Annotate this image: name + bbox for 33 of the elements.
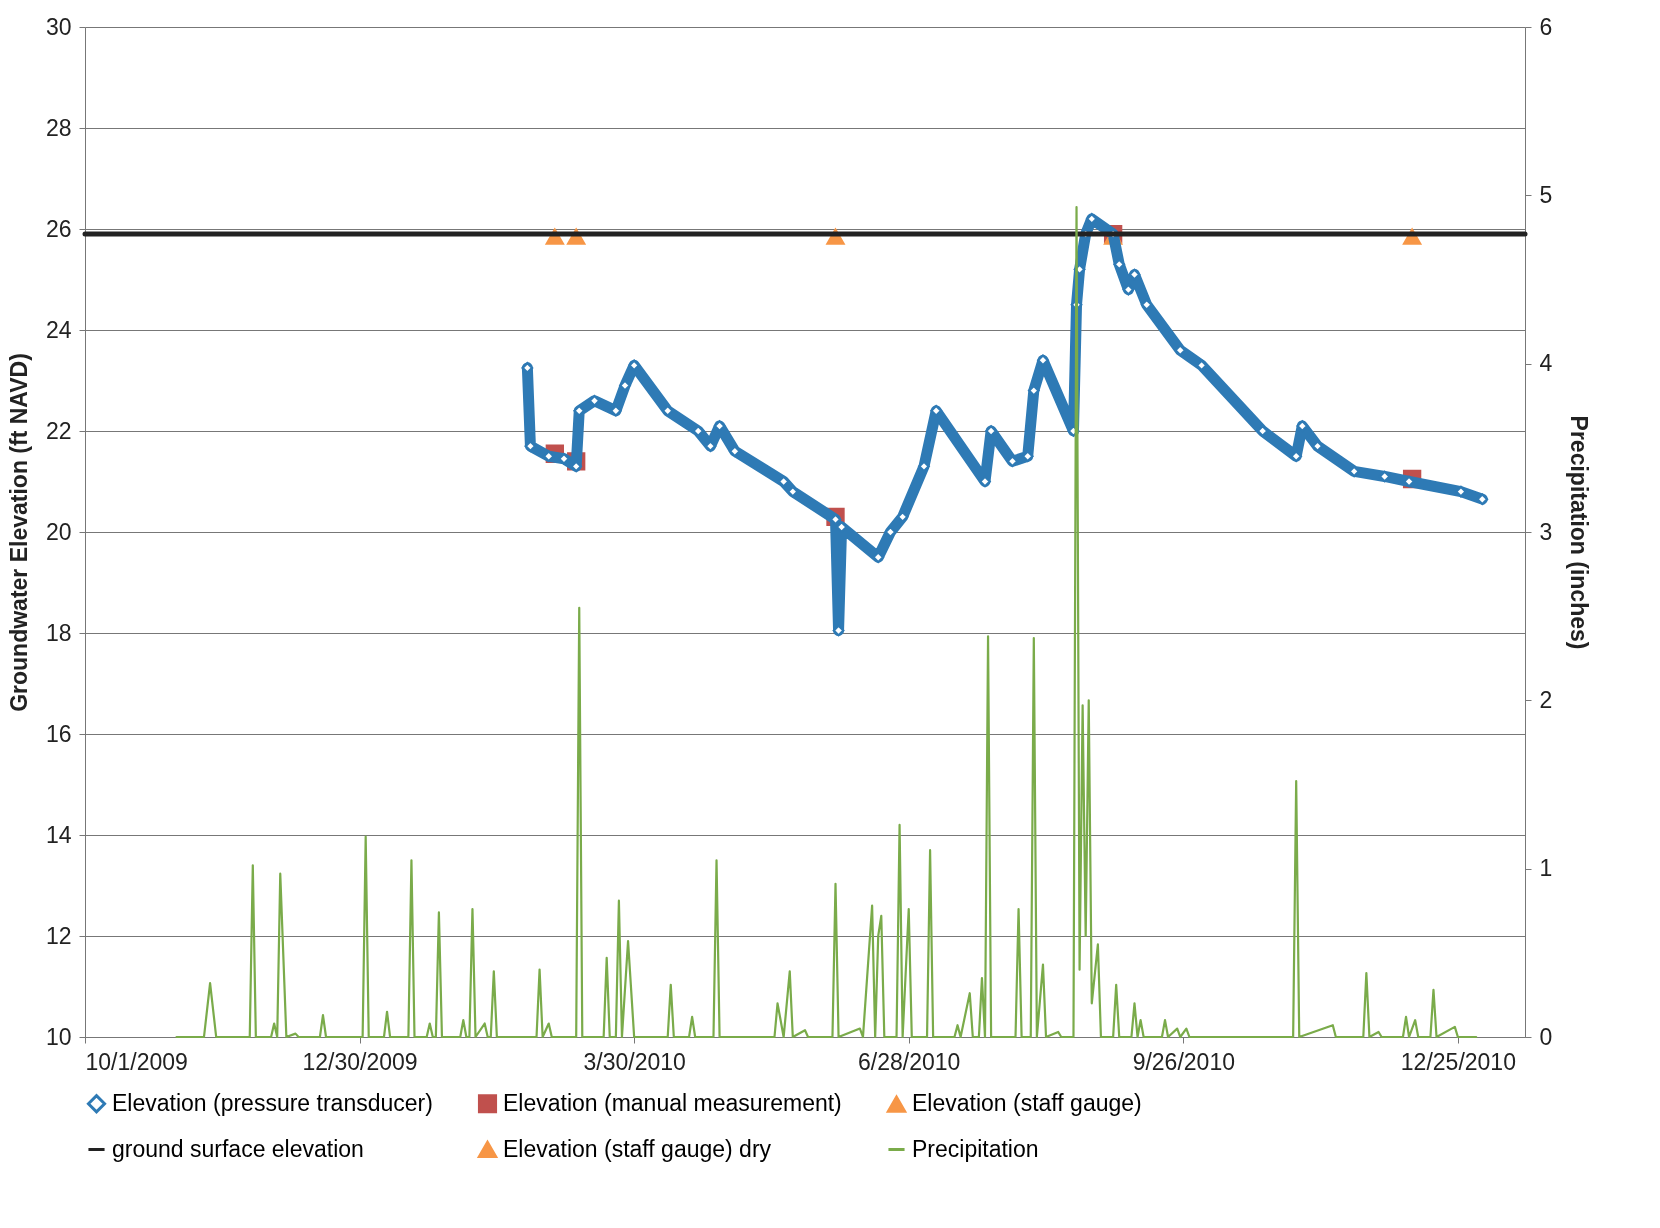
y2-tick-label: 4	[1539, 350, 1553, 377]
y-tick-label: 30	[45, 13, 72, 40]
line-series	[175, 206, 1478, 1039]
legend-label: Elevation (pressure transducer)	[112, 1089, 433, 1116]
y-tick-label: 18	[45, 619, 72, 646]
legend-label: Elevation (staff gauge) dry	[503, 1135, 772, 1162]
legend-label: Precipitation	[912, 1135, 1039, 1162]
legend-label: Elevation (manual measurement)	[503, 1089, 842, 1116]
y2-tick-label: 3	[1539, 518, 1553, 545]
y-tick-label: 10	[45, 1023, 72, 1050]
x-tick-label: 12/25/2010	[1400, 1048, 1516, 1075]
y2-tick-label: 0	[1539, 1023, 1553, 1050]
y-tick-label: 24	[45, 316, 72, 343]
x-tick-label: 9/26/2010	[1132, 1048, 1235, 1075]
y2-axis-title: Precipitation (inches)	[1566, 415, 1593, 650]
y-tick-label: 16	[45, 720, 72, 747]
y-tick-label: 14	[45, 821, 72, 848]
y-tick-label: 26	[45, 215, 72, 242]
y-axis-title: Groundwater Elevation (ft NAVD)	[5, 353, 32, 712]
y2-tick-label: 1	[1539, 855, 1553, 882]
y-tick-label: 22	[45, 417, 72, 444]
x-tick-label: 12/30/2009	[302, 1048, 418, 1075]
x-tick-label: 10/1/2009	[85, 1048, 188, 1075]
legend-label: ground surface elevation	[112, 1135, 364, 1162]
y2-tick-label: 2	[1539, 686, 1553, 713]
y-tick-label: 28	[45, 114, 72, 141]
y-tick-label: 12	[45, 922, 72, 949]
x-tick-label: 6/28/2010	[858, 1048, 961, 1075]
x-tick-label: 3/30/2010	[583, 1048, 686, 1075]
y2-tick-label: 5	[1539, 181, 1553, 208]
y-tick-label: 20	[45, 518, 72, 545]
legend-label: Elevation (staff gauge)	[912, 1090, 1142, 1117]
y2-tick-label: 6	[1539, 13, 1553, 40]
